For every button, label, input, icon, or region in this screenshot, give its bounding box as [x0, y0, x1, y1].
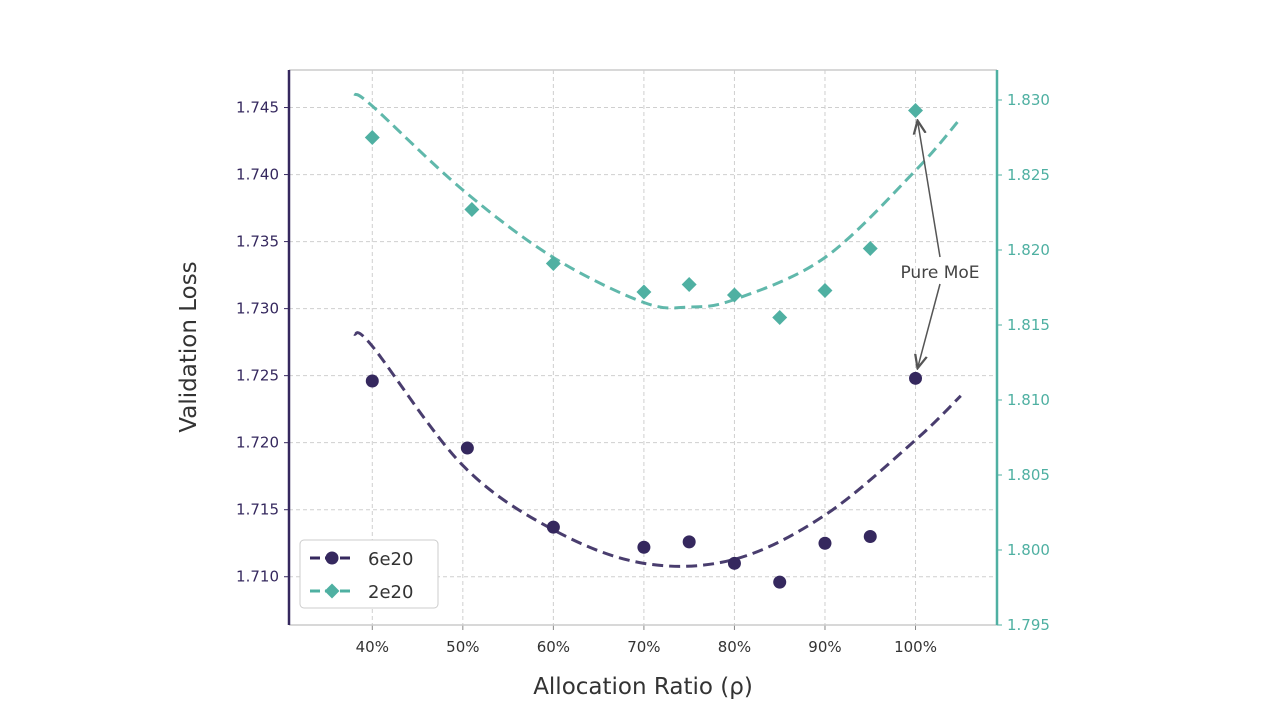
data-point-2e20 [681, 277, 697, 292]
data-point-2e20 [772, 310, 788, 325]
x-tick-label: 100% [894, 638, 937, 656]
data-point-2e20 [545, 256, 561, 271]
data-points [364, 103, 923, 589]
y-left-tick-label: 1.740 [236, 166, 279, 184]
data-point-2e20 [862, 241, 878, 256]
y-left-tick-label: 1.710 [236, 568, 279, 586]
fit-curves [353, 92, 962, 568]
y-left-tick-label: 1.725 [236, 367, 279, 385]
data-point-6e20 [863, 530, 877, 544]
data-point-6e20 [909, 371, 923, 385]
x-tick-label: 60% [537, 638, 570, 656]
data-point-2e20 [817, 283, 833, 298]
y-right-tick-label: 1.830 [1007, 91, 1050, 109]
annotation-arrow [918, 283, 941, 368]
fit-curve-6e20 [353, 331, 962, 568]
y-right-tick-label: 1.795 [1007, 616, 1050, 634]
annotation-arrow [918, 121, 941, 258]
data-point-2e20 [908, 103, 923, 118]
x-tick-label: 90% [808, 638, 841, 656]
y-left-tick-label: 1.715 [236, 501, 279, 519]
y-axis-label: Validation Loss [176, 261, 202, 432]
y-right-tick-label: 1.815 [1007, 316, 1050, 334]
data-point-2e20 [364, 130, 380, 145]
data-point-6e20 [460, 441, 474, 455]
y-left-tick-label: 1.720 [236, 434, 279, 452]
x-tick-label: 40% [356, 638, 389, 656]
legend: 6e20 2e20 [299, 539, 439, 609]
y-right-tick-label: 1.825 [1007, 166, 1050, 184]
x-tick-label: 50% [446, 638, 479, 656]
data-point-2e20 [636, 284, 652, 300]
data-point-6e20 [727, 556, 741, 570]
data-point-6e20 [365, 374, 379, 388]
x-axis-label: Allocation Ratio (ρ) [533, 674, 753, 700]
data-point-2e20 [726, 287, 742, 303]
data-point-6e20 [682, 535, 696, 549]
data-point-6e20 [818, 536, 832, 550]
data-point-6e20 [546, 520, 560, 534]
y-right-tick-label: 1.820 [1007, 241, 1050, 259]
legend-label-6e20: 6e20 [368, 549, 413, 570]
y-left-tick-label: 1.735 [236, 233, 279, 251]
x-tick-label: 70% [627, 638, 660, 656]
fit-curve-2e20 [353, 92, 962, 310]
grid [289, 70, 997, 625]
data-point-6e20 [637, 540, 651, 554]
annotation-text: Pure MoE [900, 263, 979, 283]
x-tick-label: 80% [718, 638, 751, 656]
legend-marker-6e20 [325, 551, 339, 565]
y-right-tick-label: 1.800 [1007, 541, 1050, 559]
axes: 40% 50% 60% 70% 80% 90% 100% 1.710 1.715 1.720 1.7… [236, 69, 1050, 656]
annotation: Pure MoE [898, 121, 982, 369]
y-left-tick-label: 1.730 [236, 300, 279, 318]
y-left-tick-label: 1.745 [236, 99, 279, 117]
legend-label-2e20: 2e20 [368, 582, 413, 603]
legend-marker-2e20 [324, 583, 340, 599]
y-right-tick-label: 1.805 [1007, 466, 1050, 484]
data-point-2e20 [464, 202, 480, 217]
y-right-tick-label: 1.810 [1007, 391, 1050, 409]
data-point-6e20 [773, 575, 787, 589]
